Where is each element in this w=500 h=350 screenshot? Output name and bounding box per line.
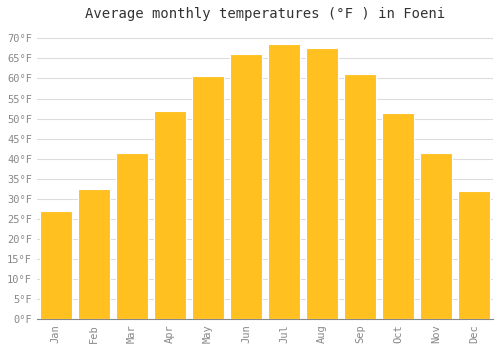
Bar	[268, 44, 300, 320]
Bar	[40, 211, 72, 320]
Bar	[116, 153, 148, 320]
Bar	[420, 153, 452, 320]
Bar	[306, 48, 338, 320]
Bar	[78, 189, 110, 320]
Bar	[458, 191, 490, 320]
Title: Average monthly temperatures (°F ) in Foeni: Average monthly temperatures (°F ) in Fo…	[85, 7, 445, 21]
Bar	[344, 75, 376, 320]
Bar	[382, 113, 414, 320]
Bar	[154, 111, 186, 320]
Bar	[230, 54, 262, 320]
Bar	[192, 77, 224, 320]
